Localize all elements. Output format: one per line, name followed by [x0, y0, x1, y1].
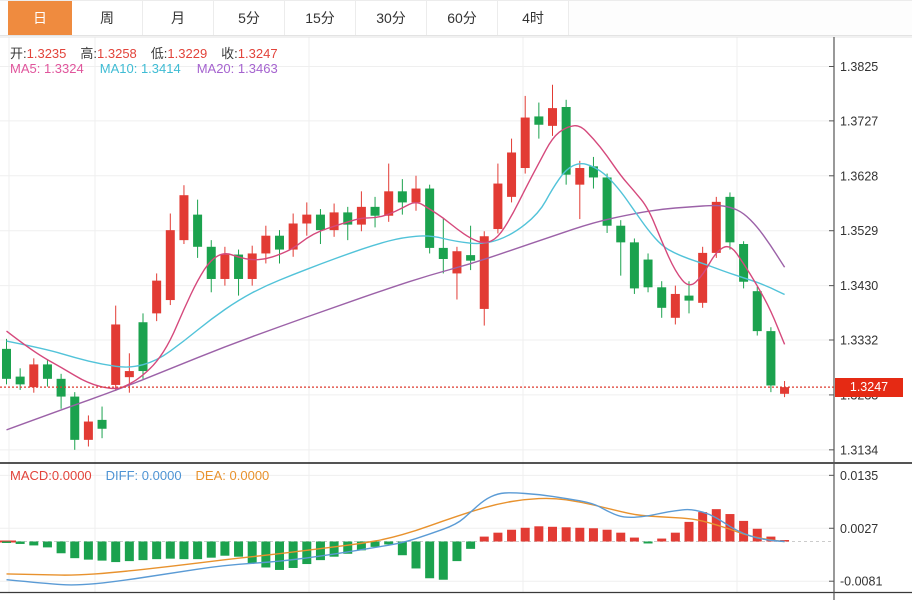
ma-readout: MA5: 1.3324 MA10: 1.3414 MA20: 1.3463 — [10, 61, 278, 76]
tab-period-7[interactable]: 4时 — [498, 1, 569, 35]
high-label: 高: — [80, 46, 98, 61]
ma5-readout: MA5: 1.3324 — [10, 61, 84, 76]
close-label: 收: — [221, 46, 238, 61]
tab-period-6[interactable]: 60分 — [427, 1, 498, 35]
ma10-readout: MA10: 1.3414 — [99, 61, 181, 76]
tab-period-3[interactable]: 5分 — [214, 1, 285, 35]
svg-text:0.0027: 0.0027 — [840, 522, 878, 536]
svg-text:1.3430: 1.3430 — [840, 279, 878, 293]
tab-period-5[interactable]: 30分 — [356, 1, 427, 35]
svg-text:1.3628: 1.3628 — [840, 169, 878, 183]
low-label: 低: — [150, 46, 168, 61]
svg-text:1.3727: 1.3727 — [840, 114, 878, 128]
grid-lines — [0, 37, 834, 592]
low-value: 1.3229 — [167, 46, 208, 61]
dea-value-readout: DEA: 0.0000 — [195, 468, 270, 483]
svg-text:1.3332: 1.3332 — [840, 333, 878, 347]
tab-period-4[interactable]: 15分 — [285, 1, 356, 35]
ohlc-readout: 开:1.3235 高:1.3258 低:1.3229 收:1.3247 — [10, 43, 292, 62]
period-tab-bar: 日周月 5分 15分 30分 60分 4时 — [0, 0, 912, 36]
current-price-badge: 1.3247 — [835, 378, 903, 397]
macd-readout: MACD:0.0000 DIFF: 0.0000 DEA: 0.0000 — [10, 468, 269, 483]
tab-period-0[interactable]: 日 — [8, 1, 72, 35]
close-value: 1.3247 — [237, 46, 278, 61]
svg-text:1.3134: 1.3134 — [840, 443, 878, 457]
ma-lines-layer — [6, 125, 786, 431]
svg-text:0.0135: 0.0135 — [840, 469, 878, 483]
high-value: 1.3258 — [97, 46, 137, 61]
ma20-readout: MA20: 1.3463 — [196, 61, 278, 76]
open-label: 开: — [10, 46, 27, 61]
tab-period-1[interactable]: 周 — [72, 1, 143, 35]
svg-text:1.3825: 1.3825 — [840, 60, 878, 74]
macd-pane[interactable] — [0, 492, 834, 586]
macd-value-readout: MACD:0.0000 — [10, 468, 92, 483]
price-axis: 1.38251.37271.36281.35291.34301.33321.32… — [829, 37, 882, 600]
svg-text:1.3529: 1.3529 — [840, 224, 878, 238]
tab-period-2[interactable]: 月 — [143, 1, 214, 35]
svg-text:-0.0081: -0.0081 — [840, 575, 882, 589]
diff-value-readout: DIFF: 0.0000 — [105, 468, 182, 483]
open-value: 1.3235 — [26, 46, 67, 61]
